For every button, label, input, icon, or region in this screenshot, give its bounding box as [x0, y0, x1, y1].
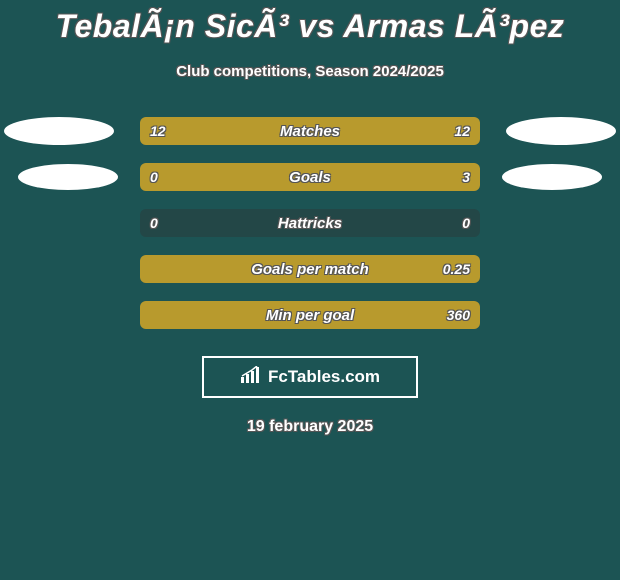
- bar-fill-right: [140, 301, 480, 329]
- stat-value-right: 0: [462, 209, 470, 237]
- chart-icon: [240, 366, 262, 389]
- bar-fill-right: [201, 163, 480, 191]
- stat-row: 360Min per goal: [0, 292, 620, 338]
- stat-bar: 03Goals: [140, 163, 480, 191]
- brand-text: FcTables.com: [268, 367, 380, 387]
- subtitle: Club competitions, Season 2024/2025: [0, 63, 620, 80]
- team-left-marker: [18, 164, 118, 190]
- bar-fill-left: [140, 163, 201, 191]
- team-right-marker: [506, 117, 616, 145]
- stat-bar: 0.25Goals per match: [140, 255, 480, 283]
- stat-bar: 1212Matches: [140, 117, 480, 145]
- stats-rows: 1212Matches 03Goals 0 0Hattricks 0.25Goals p…: [0, 108, 620, 338]
- stat-row: 0 0Hattricks: [0, 200, 620, 246]
- bar-fill-right: [140, 255, 480, 283]
- stat-bar: 0 0Hattricks: [140, 209, 480, 237]
- date-label: 19 february 2025: [0, 418, 620, 436]
- stat-bar: 360Min per goal: [140, 301, 480, 329]
- stat-row: 1212Matches: [0, 108, 620, 154]
- bar-fill-left: [140, 117, 310, 145]
- stat-row: 03Goals: [0, 154, 620, 200]
- stat-row: 0.25Goals per match: [0, 246, 620, 292]
- team-right-marker: [502, 164, 602, 190]
- stat-label: Hattricks: [140, 209, 480, 237]
- stat-value-left: 0: [150, 209, 158, 237]
- page-title: TebalÃ¡n SicÃ³ vs Armas LÃ³pez: [0, 0, 620, 45]
- comparison-widget: TebalÃ¡n SicÃ³ vs Armas LÃ³pez Club comp…: [0, 0, 620, 580]
- team-left-marker: [4, 117, 114, 145]
- bar-fill-right: [310, 117, 480, 145]
- brand-badge: FcTables.com: [202, 356, 418, 398]
